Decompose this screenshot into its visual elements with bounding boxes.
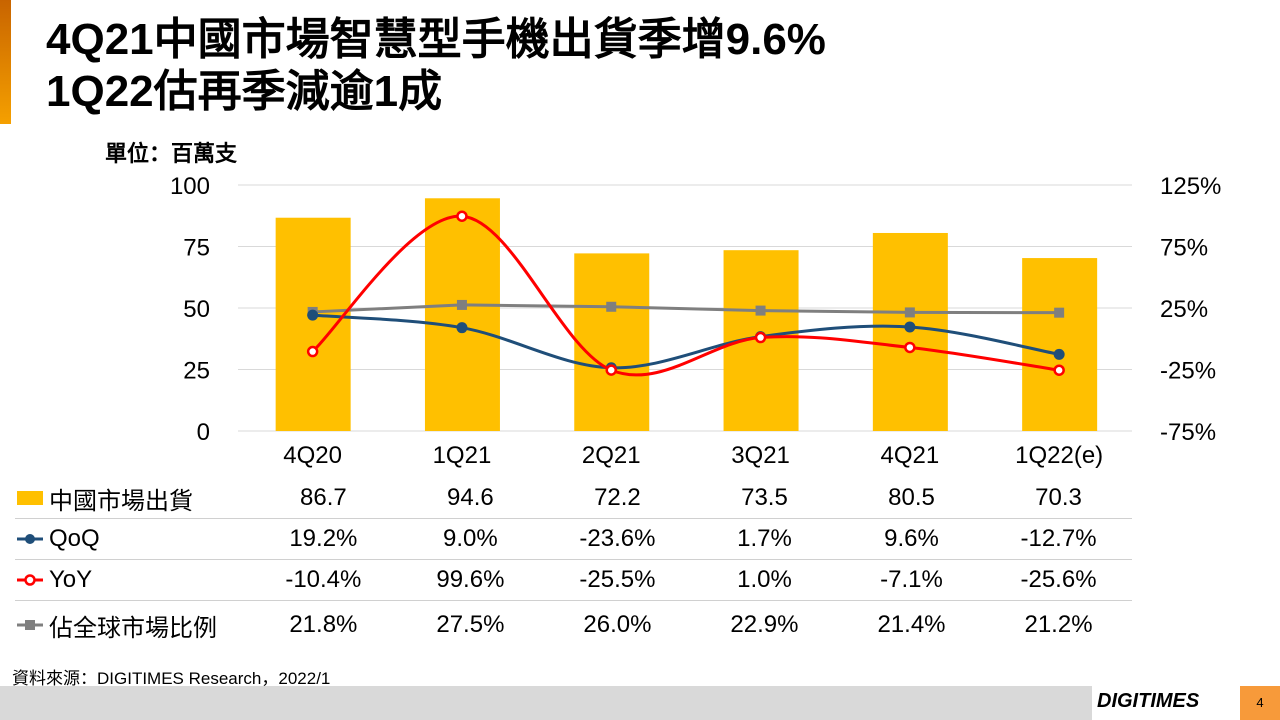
legend-label: YoY [49, 566, 93, 593]
legend-label: 佔全球市場比例 [49, 614, 217, 642]
table-cell: 21.2% [1024, 611, 1093, 638]
table-cell: 80.5 [888, 484, 935, 511]
x-axis-tick: 3Q21 [731, 442, 790, 469]
table-row: QoQ 19.2% 9.0% -23.6% 1.7% 9.6% -12.7% [15, 519, 1132, 560]
legend-item: 中國市場出貨 [15, 481, 250, 516]
yoy-marker [754, 331, 767, 344]
table-cell: -25.6% [1020, 566, 1097, 593]
right-axis-tick: -25% [1160, 358, 1216, 385]
table-cell: 19.2% [289, 525, 358, 552]
qoq-marker [307, 309, 319, 321]
page-title: 4Q21中國市場智慧型手機出貨季增9.6% 1Q22估再季減逾1成 [46, 14, 826, 118]
title-line-2: 1Q22估再季減逾1成 [46, 67, 443, 116]
qoq-marker [904, 321, 916, 333]
legend-icon [15, 570, 45, 590]
yoy-marker [1053, 364, 1065, 376]
page-number: 4 [1240, 686, 1280, 720]
title-line-1: 4Q21中國市場智慧型手機出貨季增9.6% [46, 15, 826, 64]
x-axis-tick: 2Q21 [582, 442, 641, 469]
x-axis-tick: 4Q21 [880, 442, 939, 469]
digitimes-logo: DIGITIMES [1097, 690, 1200, 712]
yoy-marker [605, 364, 617, 376]
share-marker [755, 305, 766, 316]
left-axis-tick: 0 [197, 419, 210, 446]
bar [1022, 258, 1098, 431]
yoy-marker [904, 341, 916, 354]
legend-icon [15, 488, 45, 508]
table-cell: -10.4% [285, 566, 362, 593]
table-cell: -12.7% [1020, 525, 1097, 552]
table-cell: -7.1% [880, 566, 943, 593]
legend-label: 中國市場出貨 [49, 487, 193, 515]
share-marker [606, 301, 617, 312]
table-cell: 9.6% [884, 525, 939, 552]
table-cell: 21.8% [289, 611, 358, 638]
legend-item: QoQ [15, 525, 250, 553]
table-cell: 27.5% [436, 611, 505, 638]
legend-icon [15, 615, 45, 635]
left-axis-tick: 25 [183, 358, 210, 385]
table-cell: 9.0% [443, 525, 498, 552]
x-axis-tick: 4Q20 [283, 442, 342, 469]
bar [275, 217, 351, 431]
source-note: 資料來源：DIGITIMES Research，2022/1 [12, 669, 331, 688]
table-cell: 22.9% [730, 611, 799, 638]
right-axis-tick: -75% [1160, 419, 1216, 446]
share-line [312, 303, 1060, 315]
table-cell: 94.6 [447, 484, 494, 511]
share-marker [1054, 307, 1065, 318]
qoq-marker [456, 322, 468, 334]
unit-label: 單位：百萬支 [105, 141, 238, 166]
table-cell: 70.3 [1035, 484, 1082, 511]
x-axis-tick: 1Q21 [433, 442, 492, 469]
legend-icon [15, 529, 45, 549]
right-axis-tick: 75% [1160, 235, 1208, 262]
left-axis-tick: 100 [170, 173, 210, 200]
right-axis-tick: 125% [1160, 173, 1221, 200]
right-axis-tick: 25% [1160, 296, 1208, 323]
legend-item: YoY [15, 566, 250, 594]
chart: 0 25 50 75 100 -75% -25% 25% 75% 125% 4Q20 1Q21 2Q21… [170, 173, 1221, 469]
table-cell: 1.7% [737, 525, 792, 552]
table-cell: 72.2 [594, 484, 641, 511]
yoy-line [311, 214, 1060, 377]
table-cell: -25.5% [579, 566, 656, 593]
table-cell: -23.6% [579, 525, 656, 552]
qoq-marker [1053, 348, 1065, 360]
table-row: 中國市場出貨 86.7 94.6 72.2 73.5 80.5 70.3 [15, 478, 1132, 519]
data-table: 中國市場出貨 86.7 94.6 72.2 73.5 80.5 70.3 QoQ 19.2% 9.… [15, 478, 1132, 649]
left-axis-tick: 50 [183, 296, 210, 323]
bar [574, 253, 650, 431]
legend-item: 佔全球市場比例 [15, 608, 250, 643]
share-marker [456, 299, 467, 310]
table-cell: 73.5 [741, 484, 788, 511]
accent-bar [0, 0, 11, 124]
legend-label: QoQ [49, 525, 100, 552]
x-axis-tick: 1Q22(e) [1015, 442, 1103, 469]
table-cell: 26.0% [583, 611, 652, 638]
yoy-marker [456, 210, 468, 222]
yoy-marker [306, 345, 319, 358]
table-cell: 86.7 [300, 484, 347, 511]
left-axis-tick: 75 [183, 235, 210, 262]
table-row: YoY -10.4% 99.6% -25.5% 1.0% -7.1% -25.6% [15, 560, 1132, 601]
qoq-line [312, 313, 1060, 370]
table-cell: 21.4% [877, 611, 946, 638]
table-cell: 99.6% [436, 566, 505, 593]
footer-bar [0, 686, 1092, 720]
table-cell: 1.0% [737, 566, 792, 593]
share-marker [904, 307, 915, 318]
bar [424, 198, 500, 431]
table-row: 佔全球市場比例 21.8% 27.5% 26.0% 22.9% 21.4% 21.2% [15, 601, 1132, 649]
